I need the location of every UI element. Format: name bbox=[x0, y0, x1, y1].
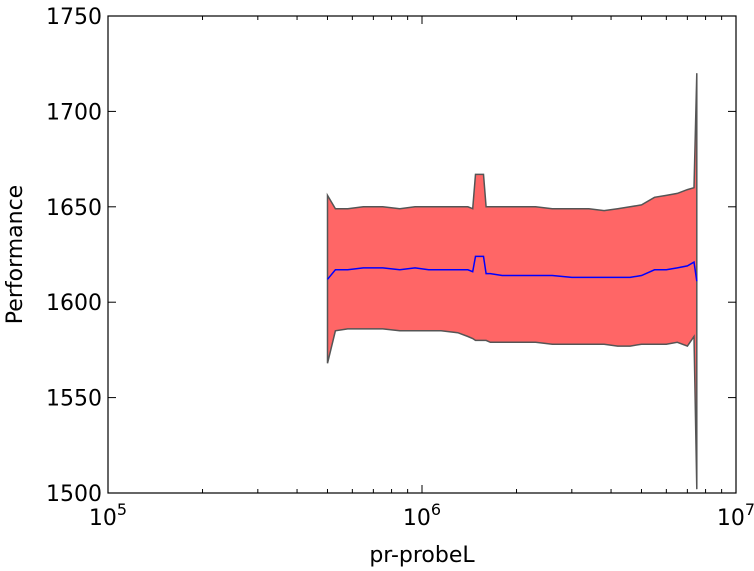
axis-ticks: 1500 1550 1600 1650 1700 1750 105 106 107 bbox=[46, 5, 754, 531]
y-tick-label: 1500 bbox=[46, 482, 102, 507]
y-tick-label: 1650 bbox=[46, 196, 102, 221]
mean-line bbox=[326, 255, 698, 282]
y-axis-label: Performance bbox=[3, 185, 28, 324]
y-tick-label: 1600 bbox=[46, 291, 102, 316]
y-tick-label: 1700 bbox=[46, 100, 102, 125]
y-tick-label: 1750 bbox=[46, 5, 102, 30]
plot-area bbox=[326, 73, 698, 490]
confidence-band bbox=[326, 73, 698, 490]
x-tick-label: 107 bbox=[717, 500, 754, 531]
x-tick-label: 105 bbox=[89, 500, 127, 531]
x-axis-label: pr-probeL bbox=[369, 543, 475, 568]
x-tick-label: 106 bbox=[403, 500, 441, 531]
y-tick-label: 1550 bbox=[46, 387, 102, 412]
